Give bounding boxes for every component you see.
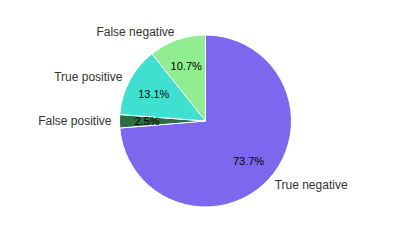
category-label: False negative [96,25,174,39]
pie-slice [152,35,206,121]
category-label: True positive [54,70,123,84]
chart-svg: 73.7% True negative 2.5% False positive 13.1… [0,0,411,242]
labels: 73.7% True negative 2.5% False positive 13.1… [38,25,348,191]
data-label: 73.7% [233,155,264,167]
slices [120,35,292,207]
category-label: False positive [38,114,112,128]
chart-container: 73.7% True negative 2.5% False positive 13.1… [0,0,411,242]
category-label: True negative [275,178,348,192]
pie-slice [120,35,292,207]
data-label: 13.1% [138,88,169,100]
data-label: 2.5% [134,115,159,127]
data-label: 10.7% [171,60,202,72]
